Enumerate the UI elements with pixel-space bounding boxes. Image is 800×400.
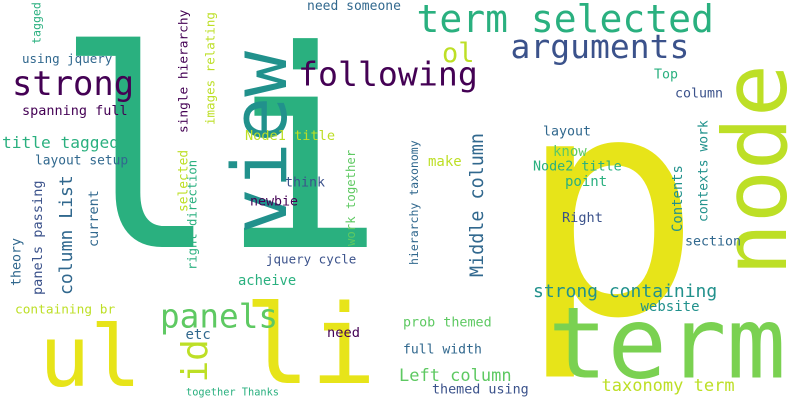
word-right: Right [562,210,603,226]
word-node1-title: Node1 title [245,128,336,144]
word-ul: ul [39,308,142,400]
word-layout-setup: layout setup [35,153,129,169]
word-arguments: arguments [510,27,690,66]
word-contents: Contents [670,165,686,232]
word-middle-column: Middle column [467,133,488,277]
word-spanning-full: spanning full [22,103,128,119]
word-acheive: acheive [238,273,297,289]
word-top: Top [654,67,679,83]
word-using-jquery: using jquery [22,51,113,66]
word-title-tagged: title tagged [2,133,119,152]
word-together-thanks: together Thanks [186,386,279,399]
word-contexts-work: contexts work [696,120,712,222]
word-make: make [428,154,462,170]
word-current: current [86,190,102,247]
word-li: li [54,0,386,312]
word-prob-themed: prob themed [403,315,492,331]
word-section: section [685,234,742,250]
word-li-small: li [244,281,377,400]
word-tagged: tagged [29,2,44,44]
word-strong-containing: strong containing [533,281,718,302]
word-containing-br: containing br [15,302,116,318]
word-node2-title: Node2 title [533,159,622,175]
word-themed-using: themed using [432,382,529,398]
word-left-column: Left column [399,366,512,386]
word-panels: panels [160,297,279,336]
word-think: think [285,175,326,191]
word-theory: theory [9,237,25,286]
word-know: know [553,144,587,160]
word-need-someone: need someone [307,0,401,14]
word-p: p [518,30,702,385]
word-panels-passing: panels passing [30,180,46,295]
word-newbie: newbie [250,194,299,210]
word-right-direction: right direction [185,159,200,270]
word-hierarchy-taxonomy: hierarchy taxonomy [407,140,421,265]
word-need: need [327,325,360,341]
word-images-relating: images relating [202,12,218,125]
word-ol: ol [442,38,475,69]
word-work-together: work together [344,149,358,246]
word-single-hierarchy: single hierarchy [176,9,192,133]
word-strong: strong [12,64,135,103]
word-column: column [675,86,724,102]
word-jquery-cycle: jquery cycle [266,251,357,267]
word-column-list: column List [56,175,77,295]
word-full-width: full width [403,342,482,358]
word-id: id [175,339,216,383]
word-term-selected: term selected [416,0,714,41]
word-term-big: term [548,286,786,400]
word-taxonomy-term: taxonomy term [601,376,735,396]
word-point: point [565,174,608,190]
word-following: following [298,54,478,94]
word-website: website [640,299,700,315]
word-layout: layout [543,124,592,140]
word-etc: etc [185,327,211,343]
